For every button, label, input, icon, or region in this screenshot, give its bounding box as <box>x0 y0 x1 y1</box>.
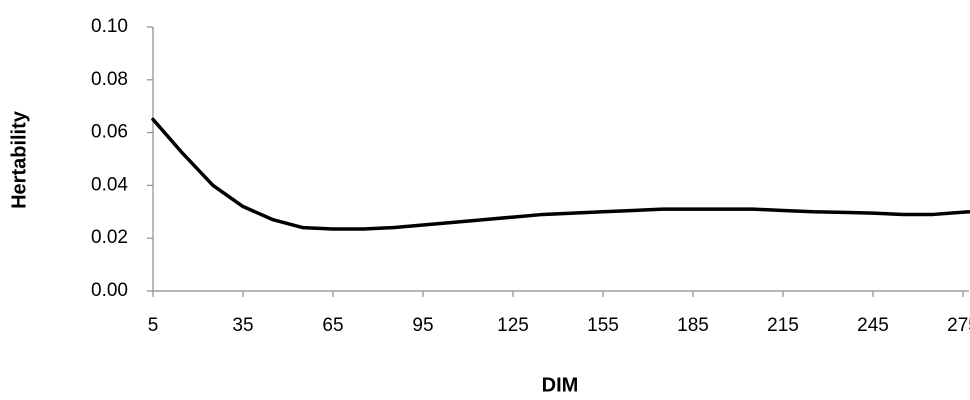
x-tick-label: 185 <box>677 315 709 336</box>
x-tick-label: 5 <box>148 315 159 336</box>
y-tick-label: 0.08 <box>91 69 128 90</box>
data-line <box>151 117 970 231</box>
y-tick-label: 0.06 <box>91 122 128 143</box>
y-tick-label: 0.02 <box>91 227 128 248</box>
y-tick-label: 0.10 <box>91 16 128 37</box>
x-tick-label: 215 <box>767 315 799 336</box>
x-tick-label: 95 <box>412 315 433 336</box>
x-tick-label: 35 <box>232 315 253 336</box>
x-tick-label: 275 <box>947 315 970 336</box>
x-tick-label: 125 <box>497 315 529 336</box>
y-tick-label: 0.04 <box>91 174 128 195</box>
x-tick-label: 155 <box>587 315 619 336</box>
y-tick-label: 0.00 <box>91 280 128 301</box>
x-tick-label: 65 <box>322 315 343 336</box>
y-axis-label: Hertability <box>8 110 30 209</box>
x-tick-label: 245 <box>857 315 889 336</box>
x-axis-label: DIM <box>542 374 579 396</box>
